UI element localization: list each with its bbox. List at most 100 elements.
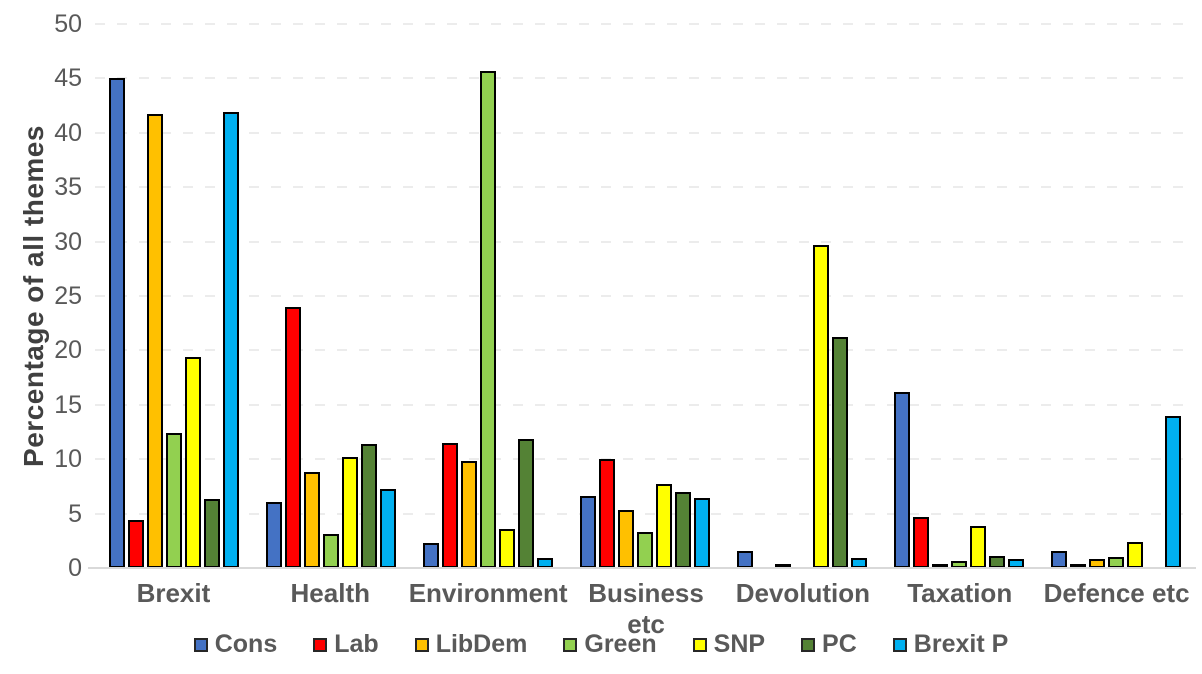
legend-item-snp: SNP	[692, 630, 766, 659]
bar-lab-business-etc	[598, 459, 615, 568]
bar-brexit-p-business-etc	[693, 498, 710, 568]
bar-green-health	[322, 534, 339, 568]
bar-group-health	[252, 24, 409, 568]
gridline-5	[95, 512, 1195, 515]
x-axis-label-taxation: Taxation	[907, 578, 1013, 608]
bar-cons-defence-etc	[1051, 550, 1068, 568]
legend-label-lab: Lab	[334, 630, 379, 658]
bar-pc-devolution	[832, 337, 849, 568]
bar-group-taxation	[881, 24, 1038, 568]
legend-item-pc: PC	[801, 630, 857, 659]
bar-group-business-etc	[566, 24, 723, 568]
bar-green-brexit	[165, 433, 182, 568]
bar-libdem-environment	[460, 461, 477, 568]
legend-label-brexit-p: Brexit P	[913, 630, 1009, 658]
legend-color-swatch-libdem	[414, 637, 429, 652]
x-axis-label-brexit: Brexit	[136, 578, 211, 608]
bar-snp-taxation	[970, 525, 987, 568]
legend-color-swatch-cons	[193, 637, 208, 652]
bar-cons-devolution	[737, 550, 754, 568]
bar-group-devolution	[724, 24, 881, 568]
legend-label-libdem: LibDem	[435, 630, 528, 658]
bar-group-defence-etc	[1038, 24, 1195, 568]
bar-snp-environment	[498, 528, 515, 568]
bar-brexit-p-defence-etc	[1165, 415, 1182, 568]
bar-cons-business-etc	[579, 496, 596, 568]
legend-label-pc: PC	[822, 630, 857, 658]
y-tick-label-15: 15	[54, 390, 82, 419]
legend-label-green: Green	[584, 630, 657, 658]
bar-lab-brexit	[127, 520, 144, 568]
y-tick-label-0: 0	[68, 554, 82, 582]
bar-lab-taxation	[913, 516, 930, 568]
y-tick-label-25: 25	[54, 282, 82, 310]
bar-libdem-health	[303, 472, 320, 568]
bar-snp-devolution	[813, 244, 830, 568]
bar-cons-environment	[422, 542, 439, 568]
gridline-50	[95, 23, 1195, 25]
y-tick-label-10: 10	[54, 445, 82, 474]
legend-label-cons: Cons	[214, 630, 278, 658]
legend-color-swatch-brexit-p	[892, 637, 907, 652]
x-axis-label-business-etc: Business etc	[588, 578, 704, 639]
bar-pc-environment	[517, 438, 534, 568]
legend-color-swatch-green	[563, 637, 578, 652]
bar-lab-environment	[441, 442, 458, 568]
x-axis-label-health: Health	[290, 578, 370, 608]
bar-libdem-taxation	[932, 563, 949, 568]
x-axis-labels: Brexit Health Environment Business etc Devol…	[95, 578, 1195, 640]
bar-green-environment	[479, 70, 496, 568]
gridline-35	[95, 186, 1195, 189]
legend-item-libdem: LibDem	[414, 630, 528, 659]
gridline-10	[95, 458, 1195, 461]
bar-libdem-business-etc	[617, 510, 634, 568]
chart-legend: Cons Lab LibDem Green SNP PC Brexit P	[0, 630, 1202, 659]
gridline-30	[95, 240, 1195, 243]
x-axis-label-environment: Environment	[408, 578, 568, 608]
bar-pc-health	[360, 443, 377, 568]
bar-snp-brexit	[184, 356, 201, 568]
y-tick-label-20: 20	[54, 336, 82, 365]
bar-libdem-devolution	[775, 563, 792, 568]
bar-brexit-p-health	[379, 488, 396, 568]
bar-cons-taxation	[894, 391, 911, 568]
legend-label-snp: SNP	[713, 630, 766, 658]
bar-group-brexit	[95, 24, 252, 568]
bar-snp-defence-etc	[1127, 541, 1144, 568]
legend-item-cons: Cons	[193, 630, 278, 659]
legend-item-brexit-p: Brexit P	[892, 630, 1009, 659]
y-tick-label-30: 30	[54, 227, 82, 256]
y-tick-label-5: 5	[68, 499, 82, 528]
bar-green-business-etc	[636, 532, 653, 568]
legend-color-swatch-snp	[692, 637, 707, 652]
bar-lab-health	[284, 306, 301, 568]
legend-item-lab: Lab	[313, 630, 379, 659]
bar-snp-business-etc	[655, 484, 672, 568]
bar-snp-health	[341, 457, 358, 568]
bar-libdem-brexit	[146, 114, 163, 568]
gridline-20	[95, 349, 1195, 352]
legend-color-swatch-lab	[313, 637, 328, 652]
gridline-25	[95, 295, 1195, 297]
bar-cons-brexit	[108, 78, 125, 568]
gridline-15	[95, 403, 1195, 406]
gridline-40	[95, 131, 1195, 134]
bar-pc-brexit	[203, 499, 220, 568]
y-tick-label-50: 50	[54, 10, 82, 38]
bar-cons-health	[265, 501, 282, 568]
legend-item-green: Green	[563, 630, 657, 659]
bar-brexit-p-brexit	[222, 112, 239, 568]
x-axis-label-defence-etc: Defence etc	[1043, 578, 1190, 608]
legend-color-swatch-pc	[801, 637, 816, 652]
bars-row	[95, 24, 1195, 568]
y-tick-label-35: 35	[54, 173, 82, 202]
gridline-45	[95, 77, 1195, 80]
y-tick-label-40: 40	[54, 118, 82, 147]
plot-area	[95, 23, 1195, 568]
y-tick-label-45: 45	[54, 64, 82, 93]
x-axis-line	[88, 567, 1196, 569]
bar-group-environment	[409, 24, 566, 568]
x-axis-label-devolution: Devolution	[735, 578, 871, 608]
bar-pc-business-etc	[674, 491, 691, 568]
